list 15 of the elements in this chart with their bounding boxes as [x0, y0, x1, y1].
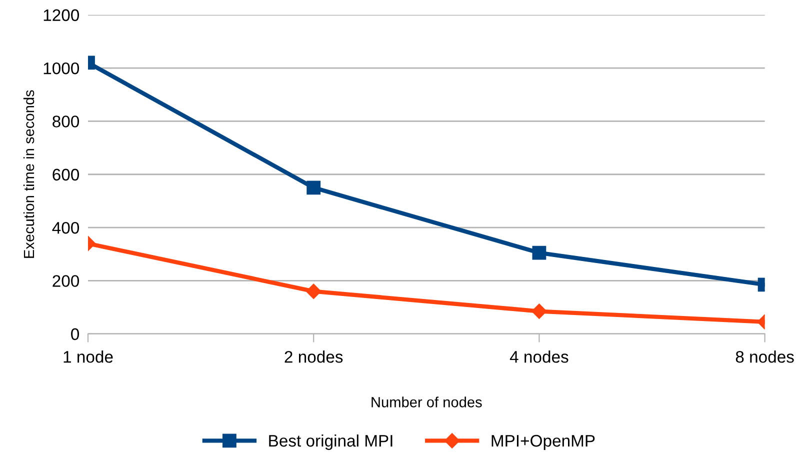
y-tick-label: 1000 [44, 62, 80, 74]
x-tick-label: 8 nodes [736, 350, 794, 363]
y-tick-label: 1200 [44, 9, 80, 22]
y-tick-label: 0 [71, 328, 80, 340]
y-tick-label: 800 [52, 116, 80, 128]
y-axis-title: Execution time in seconds [23, 90, 34, 258]
legend-label: Best original MPI [269, 434, 392, 450]
y-tick-label: 600 [52, 168, 80, 181]
x-axis-title: Number of nodes [372, 396, 482, 408]
x-tick-label: 1 node [64, 350, 113, 363]
x-tick-label: 2 nodes [284, 350, 343, 363]
x-tick-label: 4 nodes [510, 350, 568, 363]
y-tick-label: 200 [52, 275, 80, 287]
legend-label: MPI+OpenMP [492, 434, 595, 450]
y-tick-label: 400 [52, 222, 80, 234]
